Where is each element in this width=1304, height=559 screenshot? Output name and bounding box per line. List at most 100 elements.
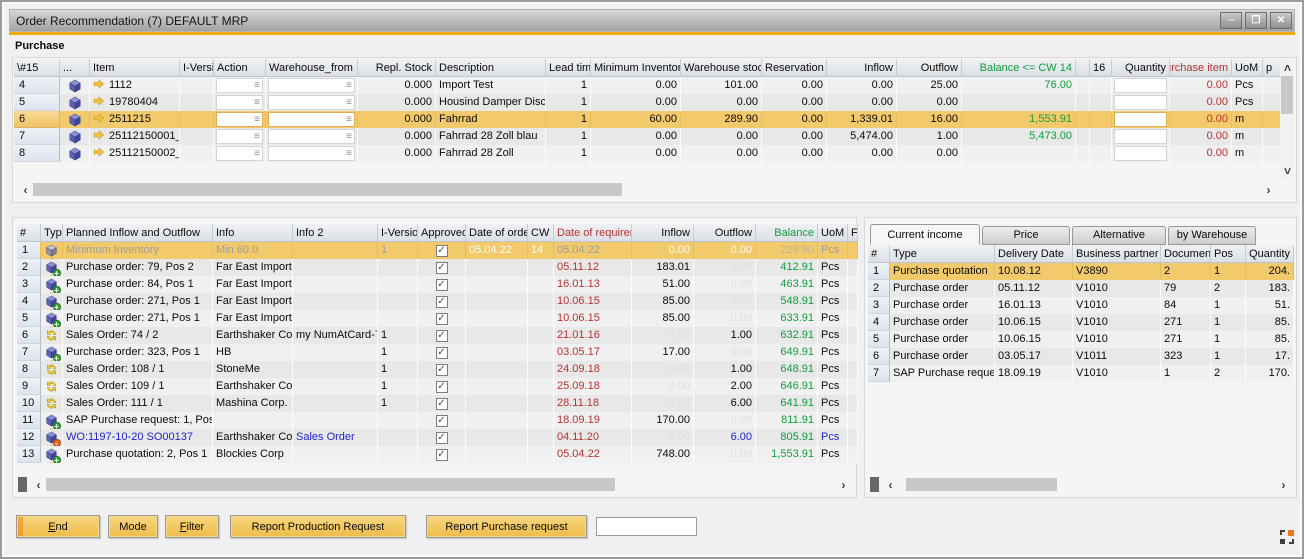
planned-name-cell: Purchase quotation: 2, Pos 1 (63, 446, 213, 463)
quantity-input[interactable] (1114, 112, 1167, 127)
income-row[interactable]: 3 Purchase order 16.01.13 V1010 84 1 51. (868, 297, 1294, 314)
quantity-input[interactable] (1114, 129, 1167, 144)
date-of-requirement-cell: 05.11.12 (554, 259, 632, 276)
income-row[interactable]: 2 Purchase order 05.11.12 V1010 79 2 183… (868, 280, 1294, 297)
splitter-grip[interactable] (18, 477, 27, 492)
item-row[interactable]: 6 2511215 0.000 Fahrrad 1 60.00 289.90 0… (14, 111, 1283, 128)
balance-cell: 5,473.00 (962, 128, 1076, 145)
approved-checkbox[interactable] (436, 415, 448, 427)
warehouse-from-input[interactable] (268, 112, 355, 127)
approved-checkbox[interactable] (436, 262, 448, 274)
end-button[interactable]: End (16, 515, 100, 538)
scroll-up-button[interactable]: ˄ (1280, 60, 1295, 75)
balance-cell: 641.91 (756, 395, 818, 412)
scroll-down-button[interactable]: ˅ (1280, 163, 1295, 178)
planned-row[interactable]: 2 Purchase order: 79, Pos 2 Far East Imp… (17, 259, 858, 276)
warehouse-from-input[interactable] (268, 78, 355, 93)
approved-checkbox[interactable] (436, 279, 448, 291)
planned-row[interactable]: 4 Purchase order: 271, Pos 1 Far East Im… (17, 293, 858, 310)
action-input[interactable] (216, 129, 263, 144)
quantity-input[interactable] (1114, 146, 1167, 161)
warehouse-from-input[interactable] (268, 95, 355, 110)
planned-table-h-scrollbar[interactable]: ‹ › (18, 476, 851, 493)
action-input[interactable] (216, 95, 263, 110)
item-row[interactable]: 7 25112150001_000 0.000 Fahrrad 28 Zoll … (14, 128, 1283, 145)
report-purchase-request-button[interactable]: Report Purchase request (426, 515, 587, 538)
tab[interactable]: Price (982, 226, 1070, 245)
tab[interactable]: by Warehouse (1168, 226, 1256, 245)
action-input[interactable] (216, 78, 263, 93)
planned-row[interactable]: 11 SAP Purchase request: 1, Pos 2 18.09.… (17, 412, 858, 429)
item-code-cell[interactable]: 25112150001_000 (90, 128, 180, 145)
approved-checkbox[interactable] (436, 398, 448, 410)
item-code-cell[interactable]: 1112 (90, 77, 180, 94)
income-row[interactable]: 4 Purchase order 10.06.15 V1010 271 1 85… (868, 314, 1294, 331)
report-production-request-button[interactable]: Report Production Request (230, 515, 406, 538)
approved-checkbox[interactable] (436, 296, 448, 308)
item-row[interactable]: 4 1112 0.000 Import Test 1 0.00 101.00 0… (14, 77, 1283, 94)
approved-checkbox[interactable] (436, 313, 448, 325)
tab[interactable]: Current income (870, 224, 980, 245)
top-table-v-scrollbar[interactable]: ˄ ˅ (1280, 60, 1294, 178)
planned-row[interactable]: 3 Purchase order: 84, Pos 1 Far East Imp… (17, 276, 858, 293)
scroll-left-button[interactable]: ‹ (18, 182, 33, 197)
filter-button[interactable]: Filter (165, 515, 219, 538)
planned-row[interactable]: 12 WO:1197-10-20 SO00137 Earthshaker Cor… (17, 429, 858, 446)
warehouse-from-input[interactable] (268, 129, 355, 144)
v-scroll-thumb[interactable] (1281, 76, 1293, 114)
approved-checkbox[interactable] (436, 364, 448, 376)
item-row[interactable]: 8 25112150002_000 0.000 Fahrrad 28 Zoll … (14, 145, 1283, 162)
item-row[interactable]: 5 19780404 0.000 Housind Damper Disc Mtl… (14, 94, 1283, 111)
planned-row[interactable]: 9 Sales Order: 109 / 1 Earthshaker Corp.… (17, 378, 858, 395)
item-code-cell[interactable]: 2511215 (90, 111, 180, 128)
scroll-right-button[interactable]: › (836, 477, 851, 492)
income-row[interactable]: 5 Purchase order 10.06.15 V1010 271 1 85… (868, 331, 1294, 348)
tab[interactable]: Alternative (1072, 226, 1166, 245)
approved-checkbox[interactable] (436, 449, 448, 461)
scroll-left-button[interactable]: ‹ (31, 477, 46, 492)
title-bar[interactable]: Order Recommendation (7) DEFAULT MRP ─ ❒… (9, 9, 1295, 32)
warehouse-from-input[interactable] (268, 146, 355, 161)
planned-row[interactable]: 13 Purchase quotation: 2, Pos 1 Blockies… (17, 446, 858, 463)
approved-checkbox[interactable] (436, 330, 448, 342)
close-button[interactable]: ✕ (1270, 12, 1292, 29)
mode-button[interactable]: Mode (108, 515, 158, 538)
planned-row[interactable]: 1 Minimum Inventory Min 60.0 1 05.04.22 … (17, 242, 858, 259)
maximize-button[interactable]: ❒ (1245, 12, 1267, 29)
planned-row[interactable]: 5 Purchase order: 271, Pos 1 Far East Im… (17, 310, 858, 327)
footer-text-input[interactable] (596, 517, 697, 536)
scroll-right-button[interactable]: › (1261, 182, 1276, 197)
planned-panel: # Type Planned Inflow and Outflow Info I… (12, 217, 857, 498)
action-input[interactable] (216, 112, 263, 127)
planned-name-cell: Sales Order: 108 / 1 (63, 361, 213, 378)
item-code-cell[interactable]: 19780404 (90, 94, 180, 111)
detail-h-scrollbar[interactable]: ‹ › (870, 476, 1291, 493)
balance-cell: 646.91 (756, 378, 818, 395)
planned-row[interactable]: 6 Sales Order: 74 / 2 Earthshaker Corp. … (17, 327, 858, 344)
income-row[interactable]: 7 SAP Purchase request 18.09.19 V1010 1 … (868, 365, 1294, 382)
row-number: 8 (14, 145, 60, 162)
scroll-right-button[interactable]: › (1276, 477, 1291, 492)
planned-row[interactable]: 7 Purchase order: 323, Pos 1 HB 1 03.05.… (17, 344, 858, 361)
planned-row[interactable]: 8 Sales Order: 108 / 1 StoneMe 1 24.09.1… (17, 361, 858, 378)
approved-checkbox[interactable] (436, 432, 448, 444)
scroll-left-button[interactable]: ‹ (883, 477, 898, 492)
expand-form-icon[interactable] (1279, 529, 1295, 545)
date-of-requirement-cell: 10.06.15 (554, 310, 632, 327)
income-row[interactable]: 1 Purchase quotation 10.08.12 V3890 2 1 … (868, 263, 1294, 280)
approved-checkbox[interactable] (436, 381, 448, 393)
item-code-cell[interactable]: 25112150002_000 (90, 145, 180, 162)
h-scroll-thumb[interactable] (906, 478, 1057, 491)
h-scroll-thumb[interactable] (46, 478, 615, 491)
h-scroll-thumb[interactable] (33, 183, 622, 196)
splitter-grip[interactable] (870, 477, 879, 492)
planned-row[interactable]: 10 Sales Order: 111 / 1 Mashina Corp. 1 … (17, 395, 858, 412)
quantity-input[interactable] (1114, 78, 1167, 93)
approved-checkbox[interactable] (436, 347, 448, 359)
top-table-h-scrollbar[interactable]: ‹ › (18, 181, 1276, 198)
income-row[interactable]: 6 Purchase order 03.05.17 V1011 323 1 17… (868, 348, 1294, 365)
approved-checkbox[interactable] (436, 245, 448, 257)
quantity-input[interactable] (1114, 95, 1167, 110)
action-input[interactable] (216, 146, 263, 161)
minimize-button[interactable]: ─ (1220, 12, 1242, 29)
